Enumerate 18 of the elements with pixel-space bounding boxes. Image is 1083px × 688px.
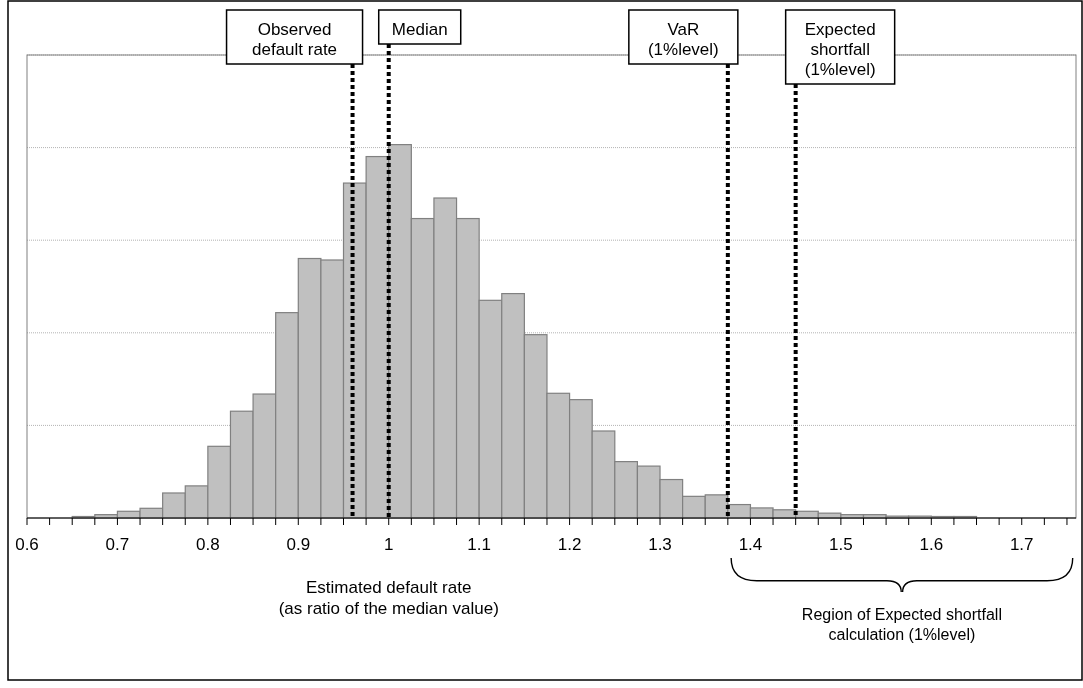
x-axis-title: Estimated default rate (as ratio of the median value) [278, 578, 499, 618]
ref-line-label: Observed default rate [252, 20, 338, 59]
x-tick-label: 1.1 [467, 535, 491, 554]
x-tick-label: 0.7 [105, 535, 130, 554]
ref-line-label: Expected shortfall (1%level) [804, 20, 876, 79]
x-tick-label: 0.6 [15, 535, 39, 554]
curly-brace: Region of Expected shortfall calculation (1%level) [730, 558, 1074, 643]
x-tick-label: 1.7 [1009, 535, 1034, 554]
ref-line-label: VaR (1%level) [647, 20, 719, 59]
x-tick-label: 1 [383, 535, 394, 554]
x-tick-label: 0.9 [286, 535, 311, 554]
x-tick-label: 1.6 [919, 535, 944, 554]
ref-line-label: Median [391, 20, 448, 39]
x-tick-label: 1.3 [648, 535, 672, 554]
x-tick-label: 0.8 [196, 535, 220, 554]
x-tick-label: 1.4 [738, 535, 763, 554]
x-tick-label: 1.5 [829, 535, 853, 554]
x-tick-label: 1.2 [557, 535, 582, 554]
